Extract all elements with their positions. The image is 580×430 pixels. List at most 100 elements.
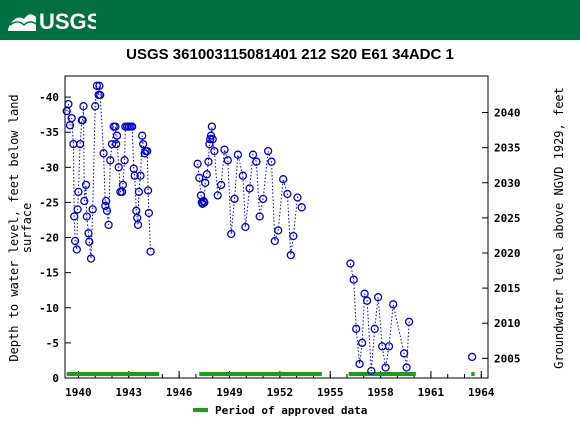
x-axis-tick-label: 1952 [267, 386, 294, 399]
right-axis-tick-label: 2025 [494, 212, 521, 225]
data-point [106, 156, 115, 165]
data-point [267, 157, 276, 166]
right-axis: 2005 2010 2015 2020 2025 2030 2035 2040 [482, 107, 521, 365]
right-axis-tick-label: 2035 [494, 142, 521, 155]
data-point [206, 135, 215, 144]
x-axis-tick-label: 1949 [216, 386, 243, 399]
data-point [202, 170, 211, 179]
right-axis-tick-label: 2015 [494, 282, 521, 295]
data-point [86, 254, 96, 263]
data-point [67, 113, 76, 123]
x-axis: 1940 1943 1946 1949 1952 1955 1958 1961 1964 [65, 371, 495, 399]
data-point [114, 163, 123, 172]
x-axis-tick-label: 1943 [116, 386, 143, 399]
data-point [384, 342, 394, 351]
data-point [112, 139, 121, 149]
data-point [74, 187, 83, 197]
data-point [404, 317, 414, 326]
data-point [134, 187, 144, 197]
right-axis-tick-label: 2030 [494, 177, 521, 190]
chart-title: USGS 361003115081401 212 S20 E61 34ADC 1 [126, 46, 454, 63]
data-point [367, 366, 376, 376]
data-point [130, 171, 139, 180]
data-point [72, 245, 81, 254]
data-point [263, 146, 273, 156]
left-axis-label-line-1: Depth to water level, feet below land [7, 94, 21, 361]
data-point [216, 180, 226, 190]
data-point [360, 289, 369, 298]
right-axis-tick-label: 2020 [494, 247, 521, 260]
left-axis-tick-label: 0 [52, 372, 59, 385]
right-axis-label: Groundwater level above NGVD 1929, feet [552, 87, 566, 369]
data-point [293, 193, 302, 202]
data-point [210, 146, 219, 156]
data-point [112, 131, 122, 140]
data-point [84, 229, 93, 238]
data-point [95, 81, 104, 90]
data-point [82, 212, 91, 221]
x-axis-tick-label: 1955 [317, 386, 344, 399]
data-point [255, 212, 264, 221]
data-point [70, 236, 80, 246]
right-axis-tick-label: 2005 [494, 352, 521, 365]
data-point [99, 149, 108, 158]
data-point [79, 102, 88, 111]
usgs-logo-text: USGS [39, 9, 96, 34]
legend-label: Period of approved data [215, 404, 367, 417]
data-point [143, 186, 153, 195]
data-point [223, 156, 232, 165]
series-line [349, 263, 410, 372]
data-point [279, 175, 288, 184]
data-point [402, 363, 411, 372]
data-point [200, 198, 209, 207]
data-point [220, 145, 229, 154]
data-point [346, 259, 355, 268]
data-point [289, 231, 298, 241]
data-point [252, 157, 261, 166]
data-point [349, 275, 358, 284]
data-point [107, 139, 117, 149]
data-point [78, 116, 87, 125]
data-point [102, 206, 112, 215]
data-point [286, 250, 295, 260]
data-point [111, 122, 120, 131]
left-axis-tick-label: -35 [39, 126, 59, 139]
data-point [283, 189, 292, 199]
data-point [143, 146, 152, 156]
series-line [66, 85, 152, 259]
data-point [138, 131, 147, 140]
data-point [362, 296, 372, 305]
x-axis-tick-label: 1961 [418, 386, 445, 399]
right-axis-tick-label: 2040 [494, 107, 521, 120]
data-point [248, 150, 258, 159]
plot-area-frame [64, 75, 489, 379]
data-point [233, 150, 243, 159]
right-axis-tick-label: 2010 [494, 317, 521, 330]
data-point [204, 157, 213, 166]
usgs-logo: USGS [8, 9, 96, 34]
x-axis-tick-label: 1946 [166, 386, 193, 399]
series-line [197, 126, 303, 256]
data-point [146, 247, 155, 256]
usgs-header-bar: USGS [0, 0, 580, 40]
data-point [80, 196, 89, 206]
left-axis-label-line-2: surface [20, 203, 34, 254]
data-point [297, 203, 306, 212]
left-axis-tick-label: -30 [39, 161, 59, 174]
x-axis-tick-label: 1964 [468, 386, 495, 399]
x-axis-tick-label: 1940 [65, 386, 92, 399]
data-point [201, 178, 210, 187]
data-point [101, 201, 110, 211]
data-point [241, 222, 250, 232]
data-point [195, 173, 204, 182]
data-point [258, 194, 268, 204]
data-point [127, 122, 137, 131]
left-axis-tick-label: -10 [39, 302, 59, 315]
legend: Period of approved data [193, 404, 367, 417]
data-point [120, 156, 129, 165]
data-point [389, 300, 398, 309]
data-point [70, 212, 79, 221]
data-point [270, 236, 279, 246]
data-point [230, 194, 239, 204]
